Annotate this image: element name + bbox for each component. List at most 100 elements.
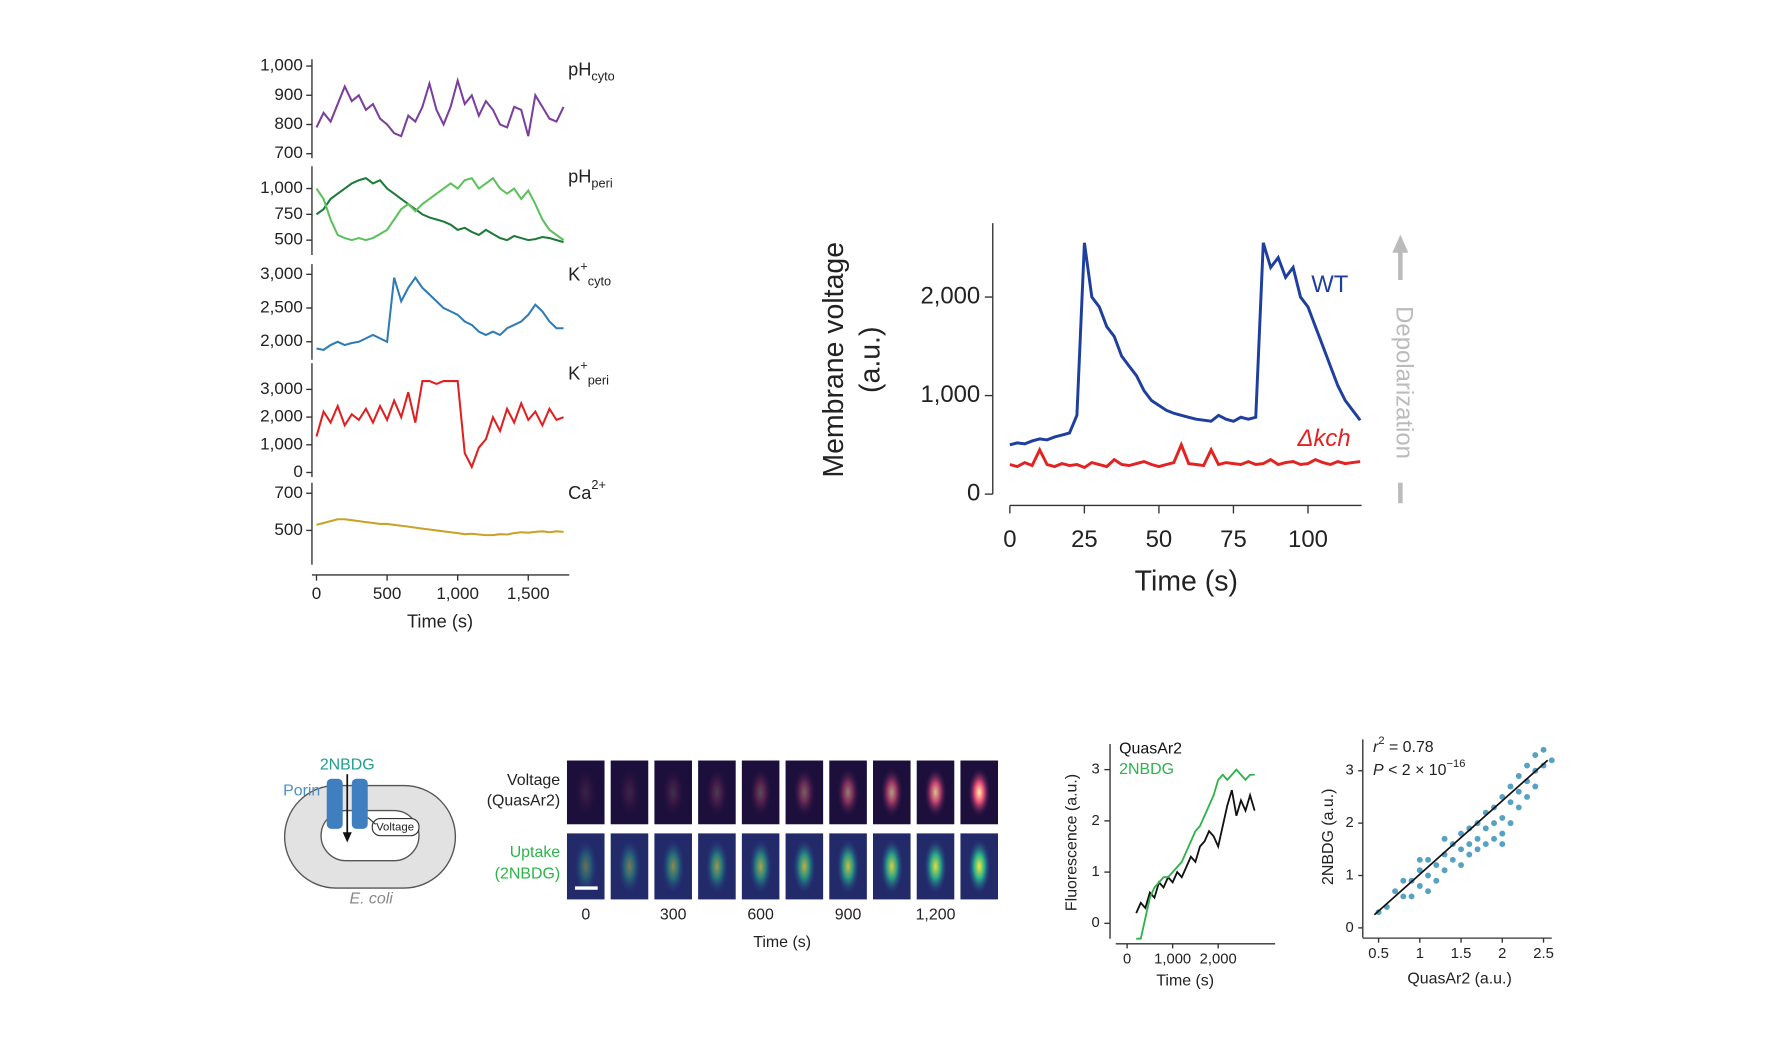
x-tick-label: 1,000 [436, 584, 479, 603]
porin-label: Porin [283, 782, 320, 799]
y-tick-label: 1,000 [260, 178, 303, 197]
y-tick-label: 2,000 [260, 407, 303, 426]
image-cell [574, 839, 598, 894]
point [1400, 893, 1407, 900]
porin-right [351, 778, 368, 829]
panel-label: Ca2+ [568, 478, 606, 503]
x-tick-label: 75 [1220, 526, 1247, 553]
point [1515, 804, 1522, 811]
label-part: P [1373, 762, 1384, 779]
x-tick-label: 0 [312, 584, 322, 603]
x-tick-label: 2 [1498, 946, 1506, 962]
line [1009, 242, 1362, 447]
point [1491, 820, 1498, 827]
image-cell [924, 839, 947, 894]
y-tick-label: 2,500 [260, 298, 303, 317]
x-tick-label: 0 [1003, 526, 1016, 553]
figure-root: 2NBDG Porin Voltage E. coli Voltage (Qua… [260, 56, 1555, 990]
point [1499, 830, 1506, 837]
y-axis-label: Membrane voltage [818, 242, 850, 478]
annotation: P < 2 × 10−16 [1373, 758, 1465, 779]
image-cell [705, 767, 729, 818]
point [1416, 883, 1423, 889]
y-tick-label: 2 [1345, 815, 1353, 831]
point [1466, 841, 1473, 848]
point [1515, 773, 1522, 779]
point [1441, 867, 1448, 874]
legend-label: QuasAr2 [1119, 740, 1182, 757]
label-part: Ca [568, 483, 592, 503]
line [1135, 789, 1256, 914]
y-tick-label: 1,000 [260, 56, 303, 75]
label-part: 2+ [591, 478, 606, 493]
x-axis-label: Time (s) [1156, 973, 1214, 990]
fit-line [1373, 759, 1549, 916]
y-tick-label: 2 [1092, 813, 1100, 829]
image-cell [661, 767, 685, 818]
y-tick-label: 900 [274, 85, 302, 104]
label-part: r [1373, 739, 1379, 756]
point [1524, 762, 1530, 769]
point [1507, 799, 1514, 806]
line [316, 275, 564, 351]
image-cell [749, 767, 773, 818]
y-tick-label: 1 [1092, 864, 1100, 880]
x-tick-label: 300 [660, 907, 687, 924]
point [1540, 746, 1547, 753]
image-cell [880, 767, 904, 818]
point [1400, 877, 1407, 884]
y-tick-label: 3,000 [260, 264, 303, 283]
x-axis-label: Time (s) [753, 934, 811, 951]
x-axis-label: QuasAr2 (a.u.) [1407, 970, 1511, 987]
label-part: = 0.78 [1385, 739, 1434, 756]
point [1425, 872, 1432, 879]
y-tick-label: 3 [1345, 763, 1353, 779]
sensor-label: Voltage [376, 822, 414, 834]
x-tick-label: 25 [1071, 526, 1098, 553]
line [315, 380, 564, 470]
depolarization-arrowhead [1392, 234, 1409, 253]
point [1416, 856, 1423, 863]
x-tick-label: 1.5 [1451, 946, 1472, 962]
x-tick-label: 1,000 [1154, 952, 1191, 968]
row-label: Uptake [510, 844, 561, 861]
point [1532, 783, 1539, 790]
image-cell [967, 839, 991, 894]
y-tick-label: 500 [274, 230, 302, 249]
point [1515, 788, 1522, 795]
y-tick-label: 800 [274, 114, 302, 133]
y-tick-label: 1 [1345, 867, 1353, 883]
panel-label: pHcyto [568, 59, 615, 83]
label-part: < 2 × 10 [1384, 762, 1447, 779]
point [1491, 835, 1498, 842]
point [1425, 856, 1432, 863]
image-cell [618, 839, 641, 894]
point [1433, 862, 1440, 868]
line [1009, 440, 1361, 470]
panel-label: pHperi [568, 166, 613, 190]
point [1540, 762, 1547, 769]
image-cell [836, 767, 860, 818]
line [1136, 768, 1255, 940]
point [1474, 846, 1481, 853]
label-part: −16 [1447, 758, 1466, 770]
x-axis-label: Time (s) [1135, 565, 1238, 597]
x-tick-label: 2.5 [1533, 946, 1554, 962]
organism-label: E. coli [349, 891, 393, 908]
x-tick-label: 100 [1288, 526, 1328, 553]
x-tick-label: 900 [835, 907, 862, 924]
panel-label: K+peri [568, 358, 609, 388]
point [1524, 793, 1530, 800]
row-label: Voltage [507, 772, 560, 789]
x-tick-label: 0 [581, 907, 590, 924]
image-cell [705, 839, 729, 894]
point [1466, 851, 1473, 858]
y-tick-label: 1,000 [920, 381, 980, 408]
x-tick-label: 1 [1416, 946, 1424, 962]
label-part: + [580, 259, 587, 274]
label-part: K [568, 264, 580, 284]
y-tick-label: 2,000 [920, 282, 980, 309]
panel-label: K+cyto [568, 259, 611, 289]
image-cell [618, 767, 641, 818]
